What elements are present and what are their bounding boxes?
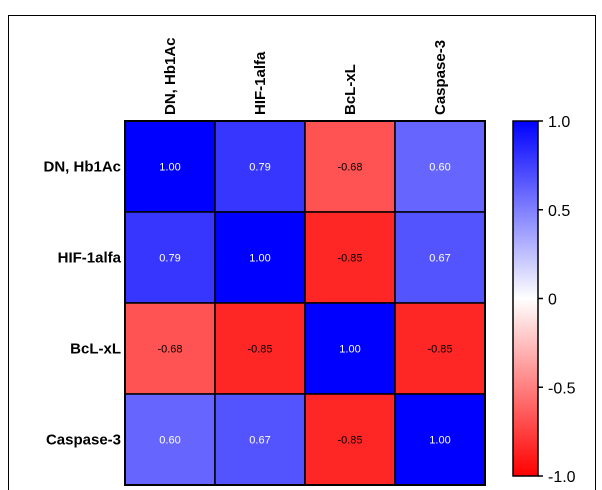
heatmap-border bbox=[124, 120, 486, 486]
cell-value-label: 0.79 bbox=[249, 162, 270, 174]
cell-value-label: 1.00 bbox=[249, 253, 270, 265]
colorbar-tick-label: 0 bbox=[548, 292, 557, 309]
colorbar-tick-label: 1.0 bbox=[548, 114, 570, 131]
colorbar-tick-label: -0.5 bbox=[548, 380, 576, 397]
row-label: Caspase-3 bbox=[46, 432, 121, 449]
cell-value-label: 0.60 bbox=[159, 435, 180, 447]
cell-value-label: 1.00 bbox=[429, 435, 450, 447]
heatmap-cell bbox=[304, 302, 396, 395]
cell-value-label: -0.85 bbox=[337, 253, 362, 265]
row-label: HIF-1alfa bbox=[58, 250, 122, 267]
cell-value-label: -0.85 bbox=[337, 435, 362, 447]
heatmap-cell bbox=[214, 302, 306, 395]
cell-value-label: -0.68 bbox=[157, 344, 182, 356]
cell-value-label: -0.85 bbox=[427, 344, 452, 356]
colorbar-tick-label: -1.0 bbox=[548, 469, 576, 486]
cell-value-label: -0.68 bbox=[337, 162, 362, 174]
heatmap-cell bbox=[214, 393, 306, 486]
heatmap-cell bbox=[394, 302, 486, 395]
row-labels: DN, Hb1Ac HIF-1alfa BcL-xL Caspase-3 bbox=[43, 159, 121, 449]
heatmap-cell bbox=[304, 393, 396, 486]
column-label: DN, Hb1Ac bbox=[162, 37, 179, 115]
column-label: BcL-xL bbox=[342, 64, 359, 115]
colorbar-tick-label: 0.5 bbox=[548, 203, 570, 220]
column-label: Caspase-3 bbox=[432, 40, 449, 115]
colorbar: 1.0 0.5 0 -0.5 -1.0 bbox=[512, 114, 576, 486]
row-label: DN, Hb1Ac bbox=[43, 159, 121, 176]
cell-value-label: 0.79 bbox=[159, 253, 180, 265]
figure-frame bbox=[8, 15, 596, 490]
column-labels: DN, Hb1Ac HIF-1alfa BcL-xL Caspase-3 bbox=[162, 37, 449, 115]
heatmap-cell bbox=[214, 211, 306, 304]
column-label: HIF-1alfa bbox=[252, 51, 269, 115]
cell-value-label: -0.85 bbox=[247, 344, 272, 356]
heatmap-cells bbox=[124, 120, 486, 486]
heatmap-value-labels: 1.00 0.79 -0.68 0.60 0.79 1.00 -0.85 0.67 -0.68 -… bbox=[157, 162, 452, 447]
colorbar-gradient bbox=[512, 120, 539, 477]
cell-value-label: 0.60 bbox=[429, 162, 450, 174]
cell-value-label: 1.00 bbox=[159, 162, 180, 174]
cell-value-label: 0.67 bbox=[429, 253, 450, 265]
cell-value-label: 1.00 bbox=[339, 344, 360, 356]
heatmap-cell bbox=[214, 120, 306, 213]
row-label: BcL-xL bbox=[70, 341, 121, 358]
cell-value-label: 0.67 bbox=[249, 435, 270, 447]
